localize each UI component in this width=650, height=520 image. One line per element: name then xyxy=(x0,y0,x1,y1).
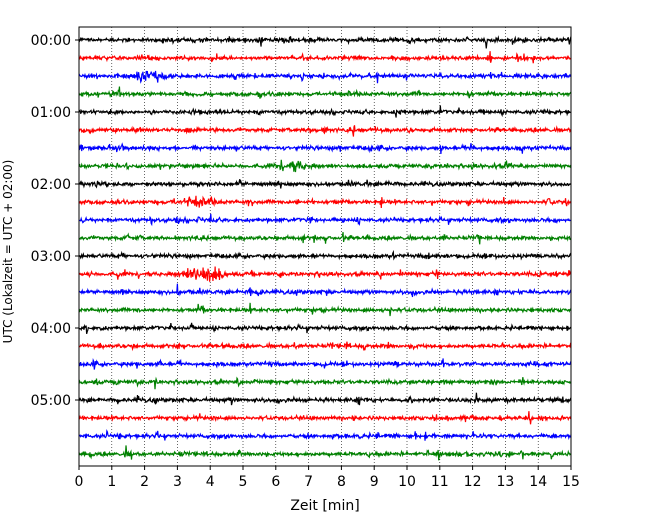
trace-02:00 xyxy=(78,179,572,189)
trace-05:45 xyxy=(78,445,572,461)
trace-01:45 xyxy=(78,159,572,173)
trace-04:30 xyxy=(78,358,572,370)
y-axis: 00:00 01:00 02:00 03:00 04:00 05:00 xyxy=(31,33,79,409)
y-tick-label: 04:00 xyxy=(31,321,71,337)
trace-02:15 xyxy=(78,195,572,209)
x-tick-label: 13 xyxy=(496,474,514,490)
x-tick-label: 15 xyxy=(562,474,580,490)
trace-05:00 xyxy=(78,392,572,406)
trace-05:30 xyxy=(78,429,572,441)
trace-01:15 xyxy=(78,125,572,137)
trace-00:15 xyxy=(78,51,572,64)
x-tick-label: 9 xyxy=(370,474,379,490)
trace-00:30 xyxy=(78,70,572,84)
y-tick-label: 05:00 xyxy=(31,393,71,409)
trace-04:45 xyxy=(78,376,572,390)
x-axis-title: Zeit [min] xyxy=(290,498,359,514)
x-tick-label: 2 xyxy=(140,474,149,490)
trace-03:15 xyxy=(78,266,572,282)
y-tick-label: 00:00 xyxy=(31,33,71,49)
trace-04:15 xyxy=(78,341,572,352)
x-tick-label: 3 xyxy=(173,474,182,490)
x-tick-label: 14 xyxy=(529,474,547,490)
plot-frame xyxy=(78,26,572,467)
grid-lines xyxy=(111,27,539,466)
trace-01:30 xyxy=(78,142,572,155)
trace-02:30 xyxy=(78,213,572,227)
y-axis-title: UTC (Lokalzeit = UTC + 02:00) xyxy=(1,160,15,344)
trace-03:00 xyxy=(78,249,572,261)
x-tick-label: 6 xyxy=(271,474,280,490)
trace-05:15 xyxy=(78,411,572,425)
x-tick-label: 12 xyxy=(464,474,482,490)
x-axis: 0 1 2 3 4 5 6 7 8 9 10 11 12 13 14 15 xyxy=(75,466,580,490)
y-tick-label: 03:00 xyxy=(31,249,71,265)
x-tick-label: 5 xyxy=(239,474,248,490)
y-tick-label: 02:00 xyxy=(31,177,71,193)
trace-03:45 xyxy=(78,302,572,317)
trace-00:00 xyxy=(78,35,572,49)
x-tick-label: 7 xyxy=(304,474,313,490)
y-tick-label: 01:00 xyxy=(31,105,71,121)
trace-00:45 xyxy=(78,86,572,99)
x-tick-label: 0 xyxy=(75,474,84,490)
trace-04:00 xyxy=(78,322,572,335)
trace-02:45 xyxy=(78,232,572,245)
trace-layer xyxy=(78,35,572,461)
x-tick-label: 1 xyxy=(107,474,116,490)
trace-03:30 xyxy=(78,283,572,298)
x-tick-label: 4 xyxy=(206,474,215,490)
trace-01:00 xyxy=(78,105,572,118)
x-tick-label: 8 xyxy=(337,474,346,490)
x-tick-label: 10 xyxy=(398,474,416,490)
x-tick-label: 11 xyxy=(431,474,449,490)
